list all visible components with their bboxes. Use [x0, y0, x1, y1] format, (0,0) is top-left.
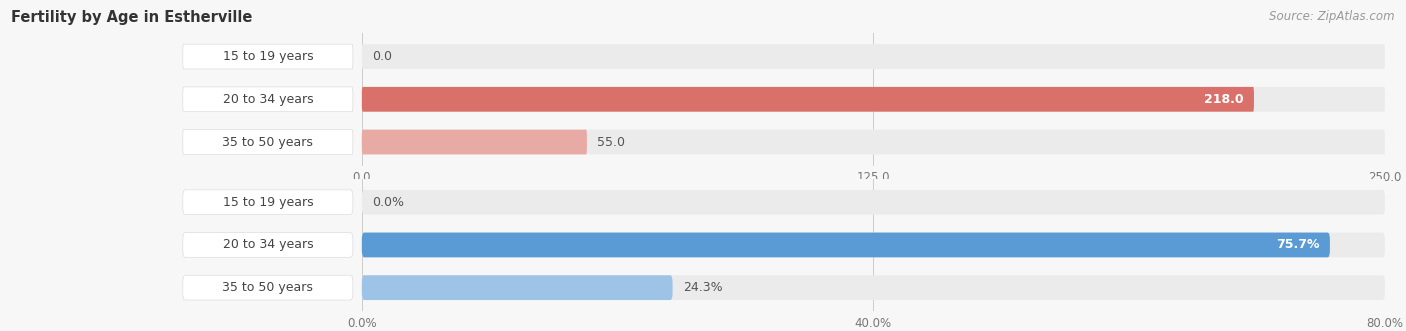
Text: 35 to 50 years: 35 to 50 years	[222, 135, 314, 149]
FancyBboxPatch shape	[361, 275, 672, 300]
FancyBboxPatch shape	[361, 130, 586, 154]
FancyBboxPatch shape	[361, 44, 1385, 69]
Text: 20 to 34 years: 20 to 34 years	[222, 238, 314, 252]
FancyBboxPatch shape	[361, 275, 1385, 300]
FancyBboxPatch shape	[183, 44, 353, 69]
Text: 55.0: 55.0	[598, 135, 626, 149]
Text: 0.0: 0.0	[373, 50, 392, 63]
FancyBboxPatch shape	[183, 190, 353, 214]
FancyBboxPatch shape	[183, 130, 353, 154]
Text: 218.0: 218.0	[1204, 93, 1244, 106]
FancyBboxPatch shape	[361, 87, 1385, 112]
Text: 24.3%: 24.3%	[683, 281, 723, 294]
FancyBboxPatch shape	[361, 87, 1254, 112]
Text: Fertility by Age in Estherville: Fertility by Age in Estherville	[11, 10, 253, 25]
FancyBboxPatch shape	[361, 233, 1385, 257]
Text: 20 to 34 years: 20 to 34 years	[222, 93, 314, 106]
Text: 75.7%: 75.7%	[1277, 238, 1320, 252]
FancyBboxPatch shape	[361, 233, 1330, 257]
FancyBboxPatch shape	[183, 233, 353, 257]
Text: 35 to 50 years: 35 to 50 years	[222, 281, 314, 294]
FancyBboxPatch shape	[183, 275, 353, 300]
FancyBboxPatch shape	[361, 130, 1385, 154]
Text: 0.0%: 0.0%	[373, 196, 404, 209]
Text: 15 to 19 years: 15 to 19 years	[222, 196, 314, 209]
Text: 15 to 19 years: 15 to 19 years	[222, 50, 314, 63]
FancyBboxPatch shape	[361, 190, 1385, 214]
FancyBboxPatch shape	[183, 87, 353, 112]
Text: Source: ZipAtlas.com: Source: ZipAtlas.com	[1270, 10, 1395, 23]
